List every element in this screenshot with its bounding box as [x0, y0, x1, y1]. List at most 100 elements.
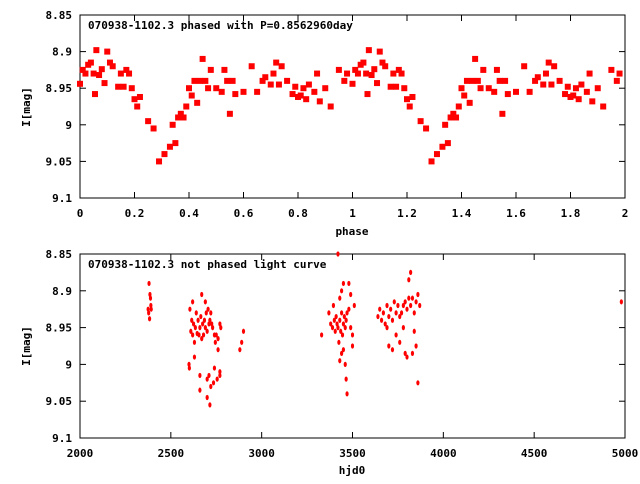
data-point — [341, 77, 348, 84]
data-point — [200, 291, 204, 298]
data-point — [409, 93, 416, 100]
data-point — [305, 81, 312, 88]
data-point — [341, 347, 346, 353]
y-tick-label: 8.9 — [52, 46, 72, 59]
data-point — [344, 317, 348, 323]
data-point — [205, 85, 212, 92]
data-point — [499, 110, 506, 117]
data-point — [461, 92, 468, 99]
data-point — [390, 317, 395, 323]
data-point — [259, 77, 266, 84]
data-point — [347, 280, 351, 287]
data-point — [262, 74, 269, 81]
data-point — [289, 91, 296, 98]
data-point — [267, 81, 274, 88]
data-point — [148, 295, 153, 301]
data-point — [180, 114, 187, 121]
data-point — [327, 103, 334, 110]
data-point — [390, 70, 397, 77]
data-point — [354, 70, 361, 77]
data-point — [406, 103, 413, 110]
data-point — [401, 302, 405, 309]
data-point — [374, 80, 381, 87]
data-point — [360, 59, 367, 66]
data-point — [562, 91, 569, 98]
data-point — [147, 280, 151, 287]
data-point — [496, 77, 503, 84]
data-point — [331, 302, 336, 309]
data-point — [104, 48, 111, 55]
data-point — [219, 325, 223, 331]
data-point — [491, 88, 498, 95]
data-point — [387, 313, 391, 320]
data-point — [608, 66, 615, 73]
y-tick-label: 8.95 — [46, 322, 73, 335]
y-tick-label: 9.05 — [46, 395, 73, 408]
data-point — [403, 299, 407, 305]
data-point — [412, 310, 416, 316]
data-point — [453, 114, 460, 121]
data-point — [474, 77, 481, 84]
data-point — [320, 332, 324, 338]
data-point — [191, 77, 198, 84]
data-point — [504, 91, 511, 98]
data-point — [149, 306, 153, 312]
data-point — [338, 358, 342, 364]
y-axis-label: I[mag] — [20, 87, 33, 127]
x-tick-label: 3500 — [339, 447, 366, 460]
data-point — [209, 383, 213, 390]
data-point — [349, 291, 353, 298]
data-point — [450, 110, 457, 117]
data-point — [87, 59, 94, 66]
x-tick-label: 1.6 — [506, 207, 526, 220]
data-point — [458, 85, 465, 92]
data-point — [542, 70, 549, 77]
data-point — [350, 343, 355, 349]
data-point — [332, 317, 336, 323]
data-point — [532, 77, 539, 84]
x-tick-label: 4000 — [430, 447, 457, 460]
data-point — [401, 85, 408, 92]
data-point — [418, 302, 422, 309]
data-point — [206, 306, 210, 312]
data-point — [399, 310, 404, 316]
data-point — [396, 302, 400, 309]
data-point — [472, 55, 479, 62]
data-point — [583, 88, 590, 95]
y-tick-label: 9 — [65, 119, 72, 132]
data-point — [215, 376, 219, 382]
data-point — [278, 63, 285, 70]
data-point — [211, 380, 216, 386]
data-point — [200, 336, 204, 342]
data-point — [442, 121, 449, 128]
data-point — [248, 63, 255, 70]
data-point — [77, 80, 83, 87]
data-point — [238, 347, 242, 353]
data-point — [203, 325, 207, 331]
data-point — [385, 302, 389, 309]
data-point — [192, 354, 197, 360]
data-point — [410, 295, 415, 301]
data-point — [156, 158, 163, 165]
data-point — [191, 332, 195, 338]
data-point — [187, 365, 191, 371]
data-point — [394, 332, 398, 338]
data-point — [199, 55, 206, 62]
data-point — [203, 299, 207, 305]
data-point — [378, 306, 382, 312]
data-point — [616, 70, 623, 77]
data-point — [190, 317, 194, 323]
data-point — [169, 121, 176, 128]
data-point — [401, 325, 405, 331]
data-point — [126, 70, 133, 77]
data-point — [82, 70, 89, 77]
data-point — [300, 85, 307, 92]
data-point — [376, 313, 380, 320]
data-point — [270, 70, 277, 77]
data-point — [128, 85, 135, 92]
x-tick-label: 0.4 — [179, 207, 199, 220]
data-point — [556, 77, 563, 84]
data-point — [188, 92, 195, 99]
data-point — [395, 66, 402, 73]
data-point — [216, 336, 220, 342]
